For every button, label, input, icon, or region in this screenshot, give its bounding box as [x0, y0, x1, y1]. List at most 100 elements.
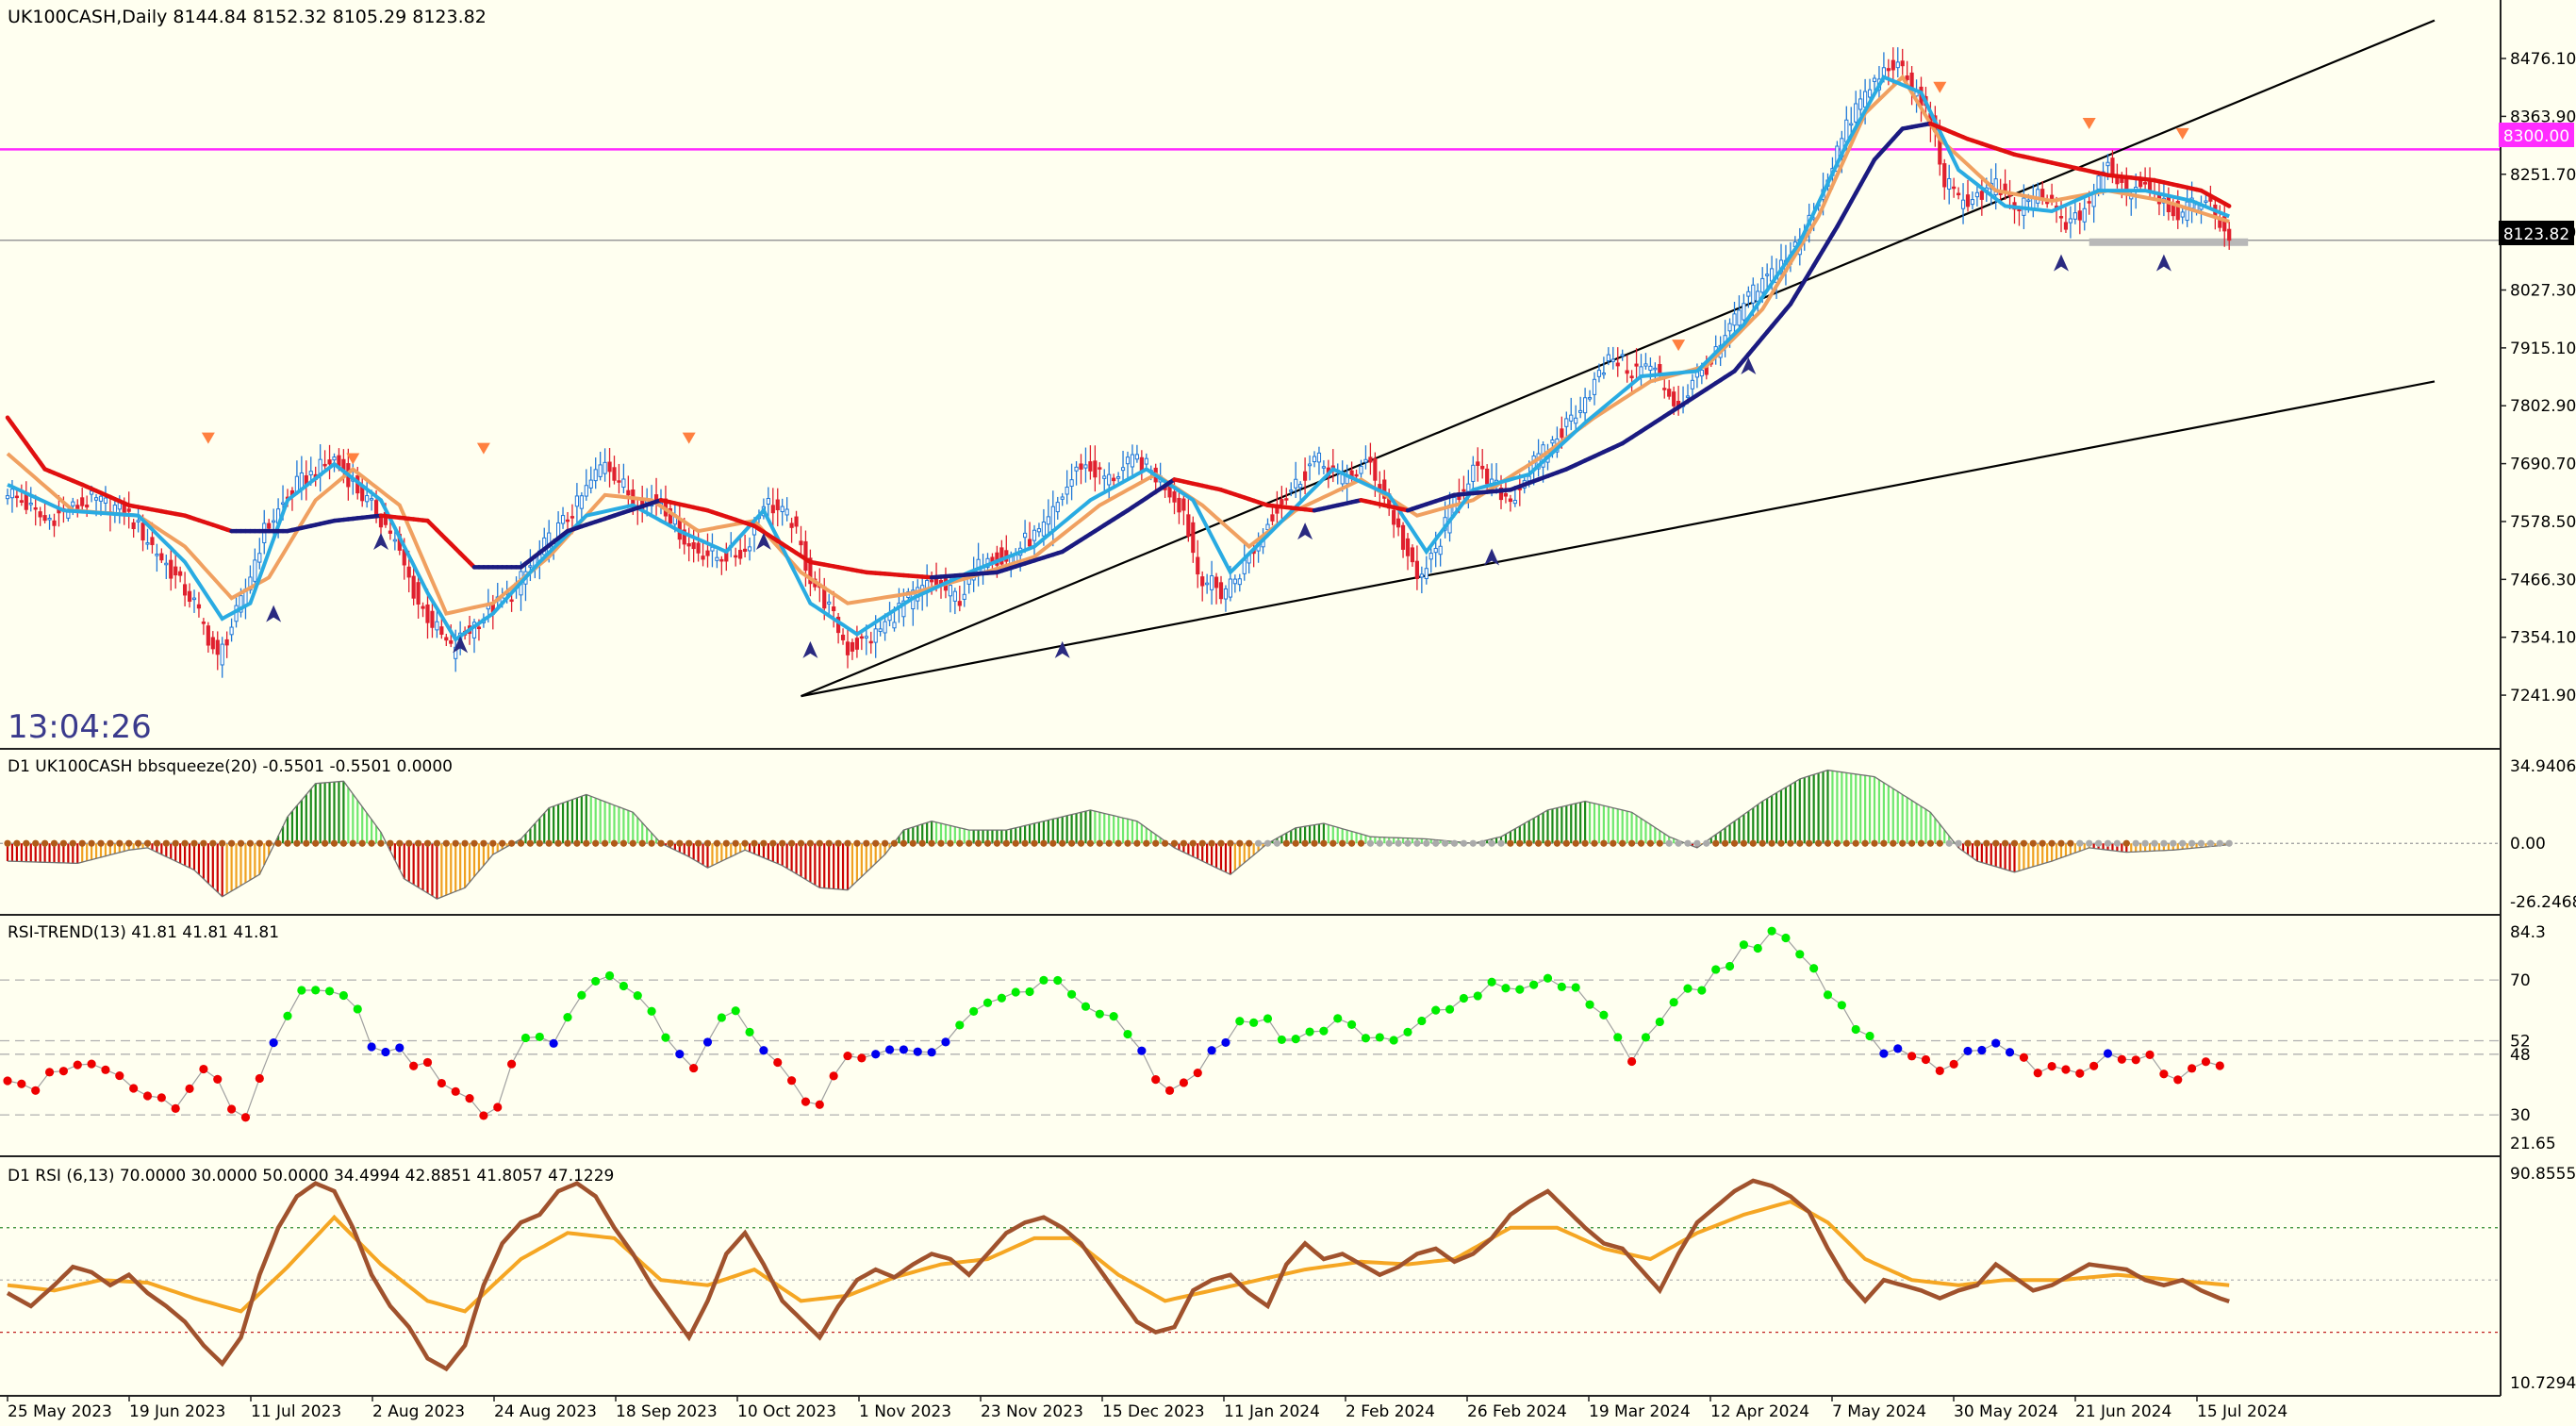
candle-body	[333, 457, 336, 460]
rsi-trend-tick-label: 21.65	[2510, 1135, 2556, 1153]
rsi-trend-dot	[955, 1020, 964, 1029]
squeeze-dot	[1759, 840, 1766, 847]
squeeze-dot	[1507, 840, 1513, 847]
rsi-trend-dot	[227, 1104, 236, 1113]
candle-body	[81, 498, 84, 506]
candle-body	[1028, 539, 1031, 546]
rsi-trend-dot	[1963, 1047, 1972, 1055]
candle-body	[72, 502, 74, 506]
candle-body	[1094, 461, 1097, 477]
rsi-trend-dot	[1936, 1067, 1944, 1075]
squeeze-dot	[508, 840, 515, 847]
candle-body	[1317, 453, 1320, 461]
squeeze-dot	[966, 840, 972, 847]
rsi-trend-dot	[857, 1053, 866, 1062]
candle-body	[272, 521, 275, 522]
rsi-trend-dot	[1208, 1046, 1216, 1054]
candle-body	[2139, 181, 2142, 187]
rsi-trend-dot	[2188, 1064, 2196, 1072]
candle-body	[622, 479, 625, 488]
squeeze-dot	[1152, 840, 1159, 847]
candle-body	[160, 554, 163, 560]
rsi-title: D1 RSI (6,13) 70.0000 30.0000 50.0000 34…	[8, 1167, 614, 1186]
squeeze-dot	[546, 840, 553, 847]
candle-body	[309, 472, 312, 475]
rsi-trend-dot	[718, 1013, 726, 1021]
rsi-trend-dot	[1613, 1033, 1622, 1041]
squeeze-dot	[424, 840, 431, 847]
rsi-trend-dot	[1053, 976, 1062, 985]
squeeze-dot	[228, 840, 235, 847]
rsi-trend-dot	[325, 987, 334, 995]
candle-body	[1113, 478, 1115, 481]
squeeze-dot	[135, 840, 141, 847]
candle-body	[1873, 78, 1875, 81]
candle-body	[137, 521, 140, 522]
rsi-trend-dot	[1235, 1017, 1244, 1025]
squeeze-dot	[1115, 840, 1122, 847]
ma-medium-line	[8, 77, 2229, 614]
price-tick-label: 7354.10	[2510, 629, 2576, 648]
squeeze-dot	[1106, 840, 1113, 847]
candle-body	[10, 489, 13, 498]
rsi-trend-dot	[1319, 1027, 1328, 1036]
squeeze-dot	[1097, 840, 1103, 847]
rsi-trend-dot	[101, 1066, 109, 1074]
rsi-tick-label: 90.8555	[2510, 1165, 2576, 1184]
squeeze-dot	[1133, 840, 1140, 847]
squeeze-dot	[1516, 840, 1523, 847]
rsi-trend-dot	[550, 1039, 558, 1048]
squeeze-dot	[714, 840, 720, 847]
rsi-trend-dot	[368, 1042, 376, 1051]
sell-arrow-icon	[1933, 82, 1946, 93]
squeeze-dot	[238, 840, 244, 847]
current-price-tag: 8123.82	[2499, 221, 2574, 245]
candle-body	[1434, 548, 1437, 552]
squeeze-dot	[1386, 840, 1393, 847]
squeeze-dot	[742, 840, 749, 847]
candle-body	[445, 638, 448, 640]
squeeze-dot	[1610, 840, 1616, 847]
candle-body	[1037, 529, 1040, 532]
squeeze-dot	[798, 840, 804, 847]
candle-body	[20, 501, 23, 503]
candle-body	[566, 520, 569, 522]
rsi-trend-dot	[605, 971, 614, 980]
squeeze-dot	[564, 840, 570, 847]
rsi-trend-dot	[199, 1065, 207, 1073]
candle-body	[510, 600, 513, 602]
candle-body	[1859, 99, 1862, 109]
rsi-trend-dot	[143, 1091, 152, 1100]
squeeze-dot	[1722, 840, 1728, 847]
rsi-trend-dot	[591, 977, 600, 986]
squeeze-dot	[835, 840, 842, 847]
buy-arrow-icon	[802, 641, 817, 658]
squeeze-dot	[1339, 840, 1346, 847]
squeeze-dot	[89, 840, 95, 847]
candle-body	[2046, 202, 2049, 204]
sell-arrow-icon	[683, 433, 696, 444]
rsi-trend-dot	[1879, 1049, 1888, 1057]
candle-body	[393, 539, 396, 541]
candle-body	[230, 627, 233, 635]
time-tick-label: 19 Mar 2024	[1589, 1402, 1691, 1421]
candle-body	[580, 496, 583, 508]
candle-body	[1565, 419, 1568, 426]
candle-body	[2121, 178, 2123, 182]
rsi-trend-dot	[2216, 1061, 2224, 1070]
squeeze-dot	[863, 840, 869, 847]
squeeze-dot	[2021, 840, 2027, 847]
rsi-trend-dot	[563, 1013, 571, 1021]
candle-body	[1649, 366, 1652, 370]
squeeze-dot	[2076, 840, 2083, 847]
time-tick-label: 1 Nov 2023	[859, 1402, 951, 1421]
squeeze-dot	[32, 840, 39, 847]
candle-body	[1229, 579, 1231, 597]
rsi-trend-dot	[1445, 1005, 1454, 1014]
rsi-trend-dot	[395, 1043, 404, 1052]
candle-body	[1761, 278, 1764, 291]
rsi-trend-dot	[2075, 1070, 2084, 1078]
squeeze-tick-label: 0.00	[2510, 835, 2546, 854]
squeeze-dot	[1311, 840, 1317, 847]
rsi-trend-dot	[732, 1006, 740, 1015]
